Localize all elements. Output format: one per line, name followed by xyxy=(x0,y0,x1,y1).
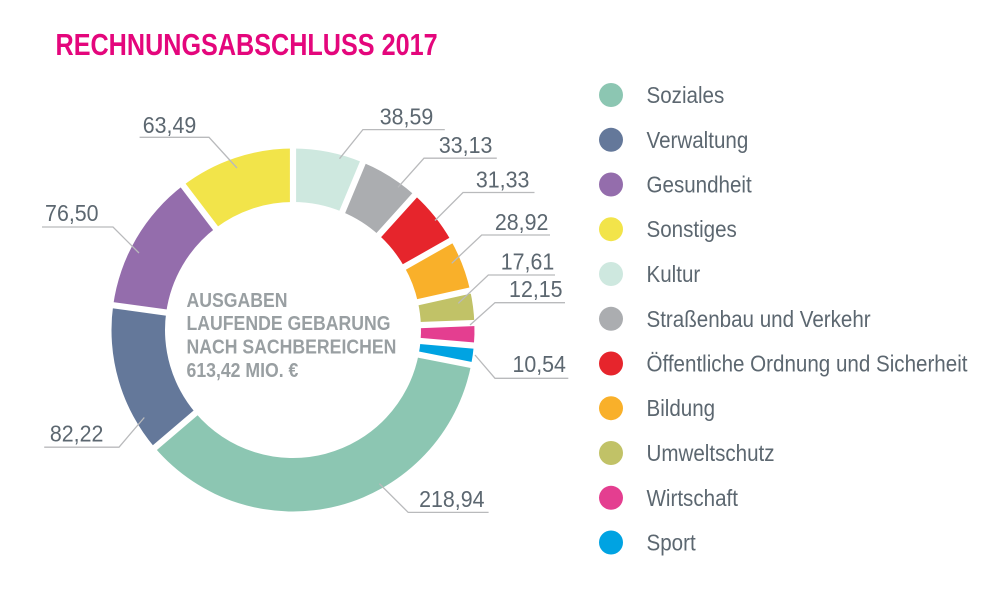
svg-text:63,49: 63,49 xyxy=(143,112,196,138)
svg-text:Straßenbau und Verkehr: Straßenbau und Verkehr xyxy=(647,306,871,332)
svg-text:Öffentliche Ordnung und Sicher: Öffentliche Ordnung und Sicherheit xyxy=(647,350,968,376)
svg-text:Gesundheit: Gesundheit xyxy=(647,171,752,197)
svg-text:Kultur: Kultur xyxy=(647,261,701,287)
svg-text:33,13: 33,13 xyxy=(439,132,492,158)
svg-text:NACH SACHBEREICHEN: NACH SACHBEREICHEN xyxy=(187,336,397,358)
svg-text:Sport: Sport xyxy=(647,529,696,555)
svg-text:12,15: 12,15 xyxy=(509,276,562,302)
svg-text:Umweltschutz: Umweltschutz xyxy=(647,440,775,466)
svg-text:Bildung: Bildung xyxy=(647,395,716,421)
svg-text:28,92: 28,92 xyxy=(495,209,548,235)
svg-text:Wirtschaft: Wirtschaft xyxy=(647,485,738,511)
svg-text:Soziales: Soziales xyxy=(647,82,725,108)
svg-text:RECHNUNGSABSCHLUSS 2017: RECHNUNGSABSCHLUSS 2017 xyxy=(56,28,438,62)
svg-text:Verwaltung: Verwaltung xyxy=(647,127,749,153)
svg-text:17,61: 17,61 xyxy=(501,249,554,275)
svg-text:LAUFENDE GEBARUNG: LAUFENDE GEBARUNG xyxy=(187,313,391,335)
svg-text:38,59: 38,59 xyxy=(380,104,433,130)
svg-text:82,22: 82,22 xyxy=(50,421,103,447)
svg-text:10,54: 10,54 xyxy=(512,351,565,377)
svg-text:76,50: 76,50 xyxy=(45,200,98,226)
svg-text:Sonstiges: Sonstiges xyxy=(647,216,737,242)
svg-text:613,42 MIO. €: 613,42 MIO. € xyxy=(187,360,299,382)
svg-text:AUSGABEN: AUSGABEN xyxy=(187,290,288,312)
svg-text:218,94: 218,94 xyxy=(419,486,484,512)
svg-text:31,33: 31,33 xyxy=(476,167,529,193)
